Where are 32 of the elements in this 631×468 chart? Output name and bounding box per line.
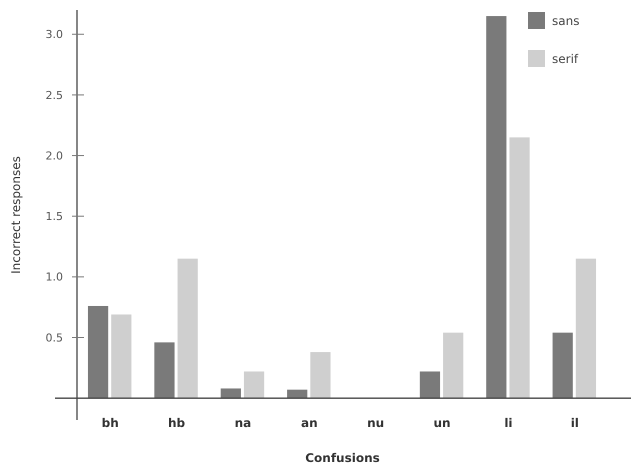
x-tick-label: nu <box>367 416 384 430</box>
y-tick-label: 0.5 <box>46 331 63 344</box>
y-tick-label: 2.0 <box>46 149 63 162</box>
bar <box>310 352 331 398</box>
x-tick-label: li <box>504 416 513 430</box>
x-axis-title: Confusions <box>305 451 380 465</box>
bar <box>111 314 132 398</box>
bar <box>220 388 241 398</box>
y-tick-label: 1.5 <box>46 210 63 224</box>
y-tick-label: 3.0 <box>46 28 63 42</box>
bar <box>576 258 596 398</box>
bar <box>287 390 308 398</box>
y-tick-label: 1.0 <box>46 270 63 284</box>
bar <box>552 332 573 398</box>
x-tick-label: an <box>300 416 318 430</box>
bar <box>486 16 506 398</box>
legend-label: sans <box>552 14 580 28</box>
bar <box>443 332 464 398</box>
y-axis-title: Incorrect responses <box>9 156 23 274</box>
x-tick-label: na <box>234 416 252 430</box>
x-tick-label: bh <box>102 416 119 430</box>
y-tick-label: 2.5 <box>46 88 63 102</box>
x-tick-label: un <box>434 416 451 430</box>
bar <box>88 306 108 398</box>
x-tick-label: hb <box>168 416 186 430</box>
bar <box>420 371 440 398</box>
bar <box>178 258 198 398</box>
legend-label: serif <box>552 52 579 66</box>
bar <box>154 342 175 398</box>
x-tick-label: il <box>570 416 579 430</box>
bar <box>244 371 264 398</box>
bar <box>509 137 530 398</box>
